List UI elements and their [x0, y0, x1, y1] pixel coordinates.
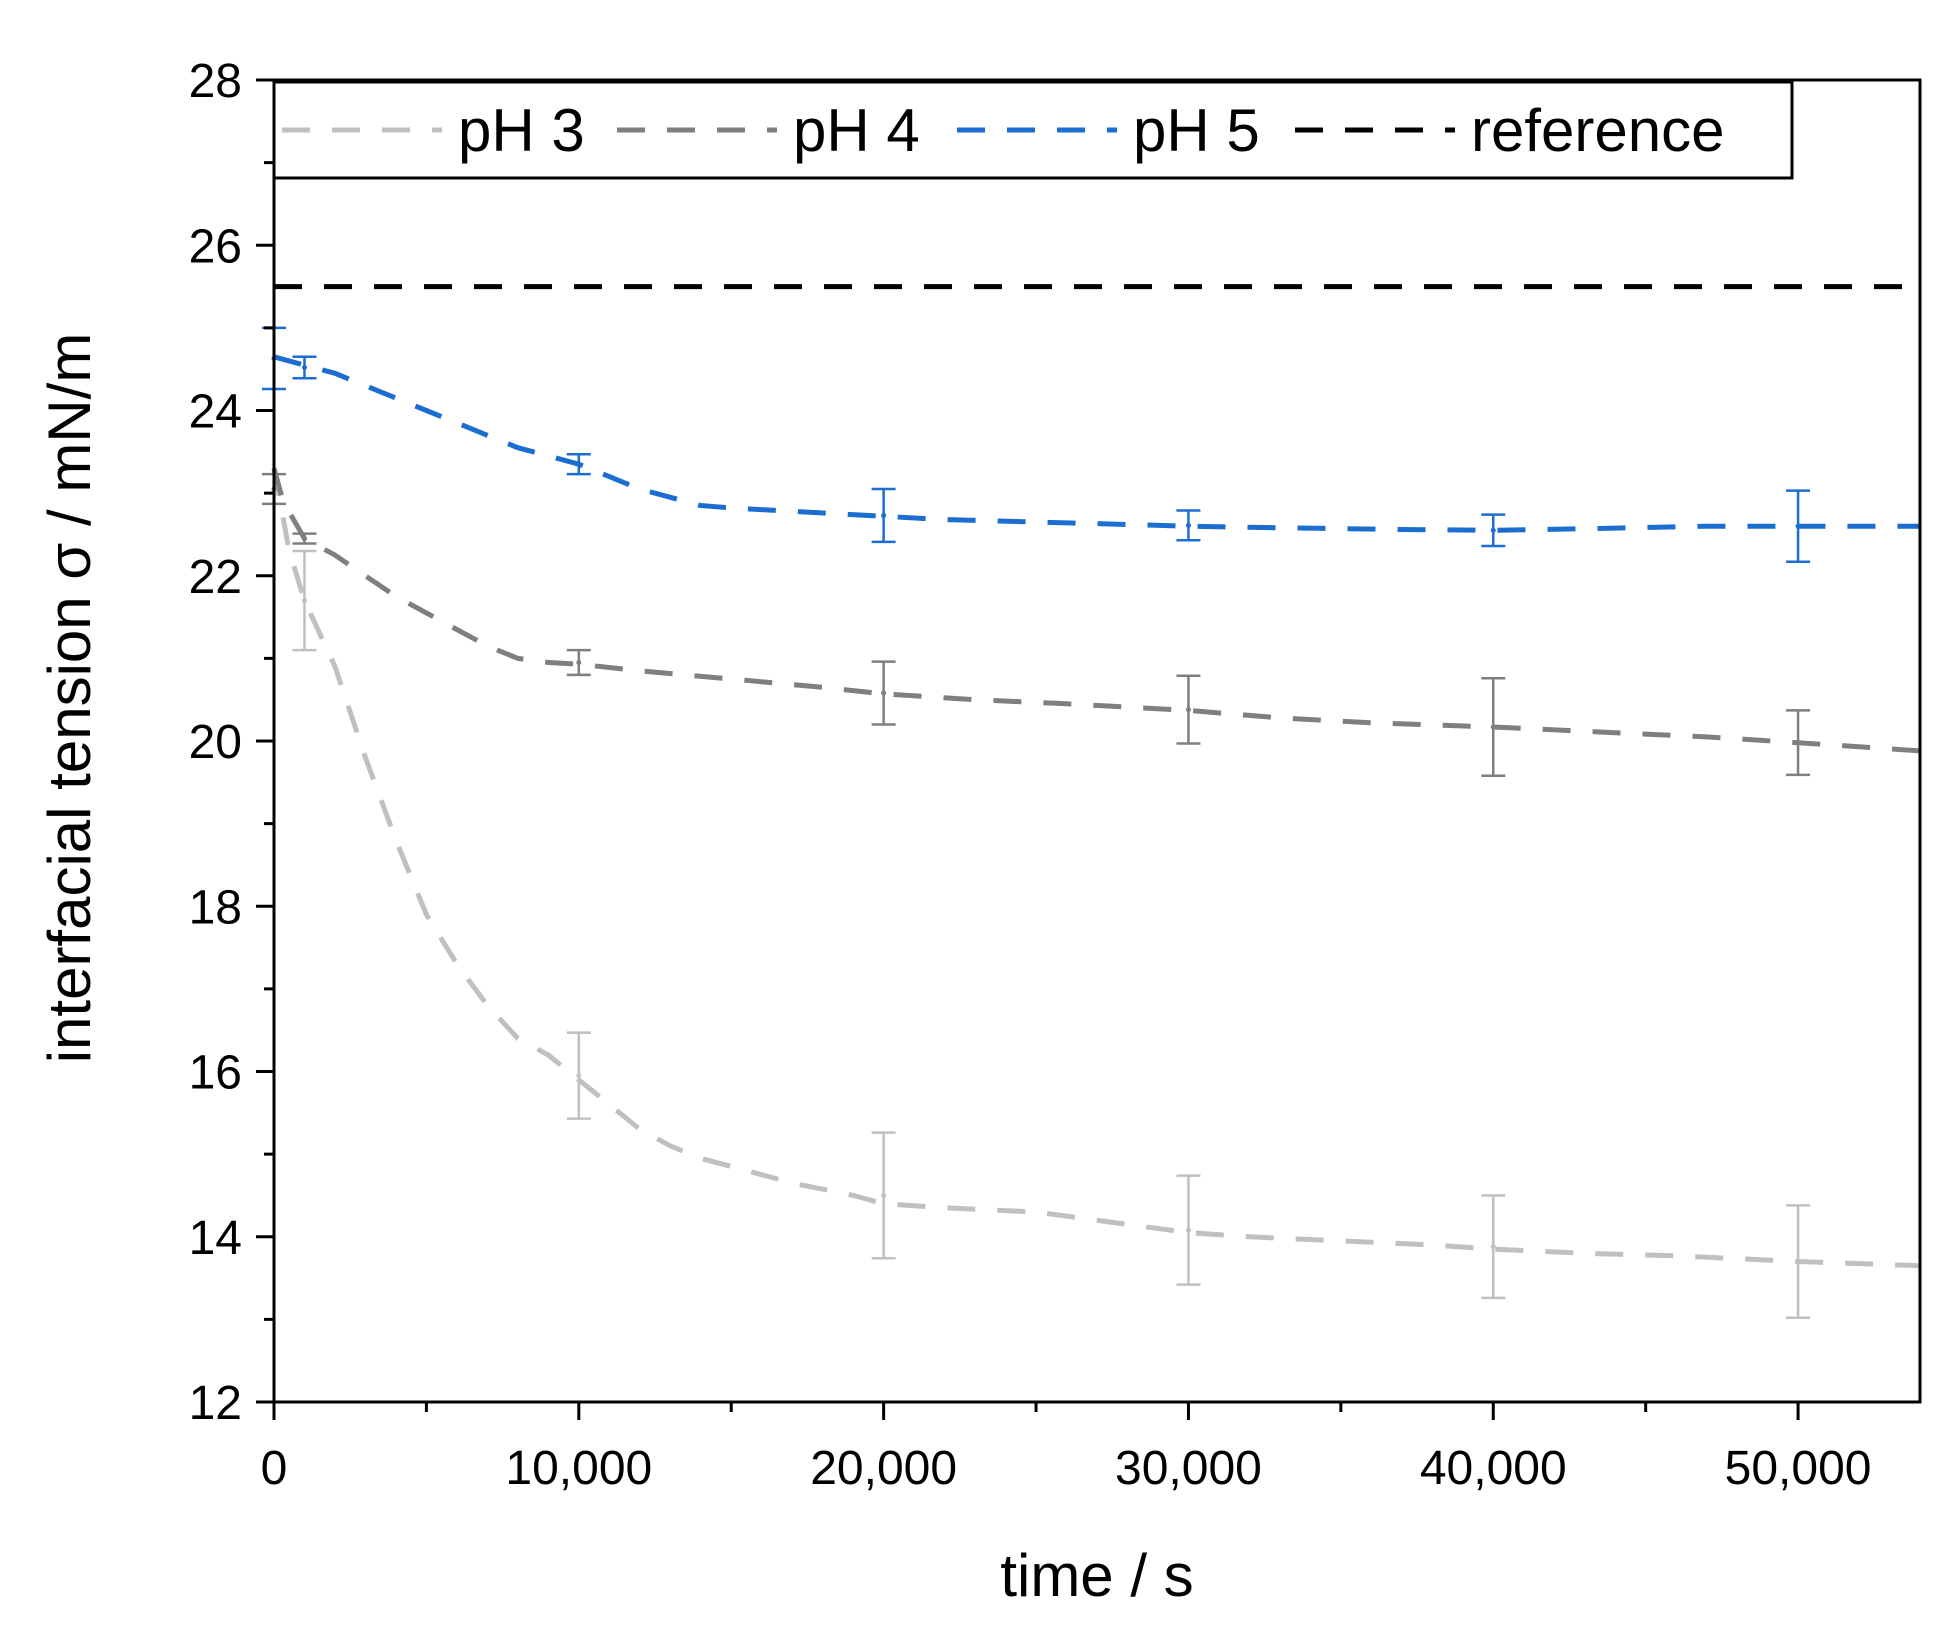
- plot-area: [274, 80, 1920, 1402]
- series-ph-5: [262, 326, 1920, 563]
- x-tick-label: 30,000: [1115, 1442, 1262, 1495]
- series-layer: [262, 284, 1921, 1319]
- error-bar: [1481, 513, 1506, 548]
- y-tick-label: 14: [189, 1212, 242, 1265]
- x-tick-label: 50,000: [1725, 1442, 1872, 1495]
- y-tick-label: 20: [189, 716, 242, 769]
- data-point: [1185, 707, 1191, 713]
- plot-background: [274, 80, 1920, 1402]
- data-point: [576, 1073, 582, 1079]
- legend: pH 3 pH 4 pH 5 reference: [272, 80, 1794, 180]
- data-point: [1795, 1259, 1801, 1265]
- data-point: [1490, 527, 1496, 533]
- legend-label: reference: [1471, 97, 1724, 164]
- series-line: [273, 354, 1920, 533]
- y-tick-label: 16: [189, 1047, 242, 1100]
- error-bar: [292, 532, 317, 545]
- error-bar: [292, 355, 317, 380]
- error-bar: [1786, 709, 1811, 777]
- y-tick-label: 24: [189, 386, 242, 439]
- error-bar: [1481, 1194, 1506, 1300]
- error-bar: [871, 1131, 896, 1260]
- y-tick-label: 18: [189, 881, 242, 934]
- data-point: [881, 512, 887, 518]
- error-bar: [871, 487, 896, 544]
- data-point: [576, 461, 582, 467]
- series-line: [271, 467, 1921, 1269]
- legend-label: pH 3: [458, 97, 585, 164]
- data-point: [301, 536, 307, 542]
- legend-entry-ph-3: pH 3: [282, 97, 585, 164]
- x-tick-label: 40,000: [1420, 1442, 1567, 1495]
- error-bar: [1176, 674, 1201, 745]
- x-axis-title: time / s: [1000, 1542, 1193, 1609]
- legend-entry-ph-5: pH 5: [957, 97, 1260, 164]
- error-bar: [1176, 509, 1201, 542]
- error-bar: [566, 453, 591, 476]
- data-point: [301, 365, 307, 371]
- legend-entry-reference: reference: [1295, 97, 1724, 164]
- x-tick-label: 10,000: [505, 1442, 652, 1495]
- series-ph-3: [271, 467, 1921, 1319]
- error-bar: [1481, 676, 1506, 777]
- data-point: [576, 660, 582, 666]
- y-tick-label: 12: [189, 1377, 242, 1430]
- axes: 0 10,000 20,000 30,000 40,000 50,000 12 14 16 18 2…: [189, 55, 1922, 1495]
- data-point: [1185, 1227, 1191, 1233]
- legend-entry-ph-4: pH 4: [617, 97, 920, 164]
- data-point: [1795, 523, 1801, 529]
- data-point: [301, 598, 307, 604]
- legend-label: pH 4: [793, 97, 920, 164]
- x-tick-label: 20,000: [810, 1442, 957, 1495]
- y-tick-label: 26: [189, 220, 242, 273]
- error-bar: [1786, 489, 1811, 563]
- series-line: [271, 467, 1921, 754]
- x-tick-label: 0: [261, 1442, 288, 1495]
- data-point: [1490, 1244, 1496, 1250]
- y-tick-label: 22: [189, 551, 242, 604]
- y-axis-title: interfacial tension σ / mN/m: [36, 333, 103, 1064]
- data-point: [1490, 724, 1496, 730]
- error-bar: [566, 648, 591, 677]
- error-bar: [871, 660, 896, 726]
- error-bar: [566, 1031, 591, 1120]
- legend-label: pH 5: [1133, 97, 1260, 164]
- error-bar: [292, 549, 317, 652]
- data-point: [881, 1192, 887, 1198]
- error-bar: [1176, 1174, 1201, 1286]
- error-bar: [1786, 1204, 1811, 1319]
- data-point: [1795, 740, 1801, 746]
- data-point: [881, 690, 887, 696]
- y-tick-label: 28: [189, 55, 242, 108]
- data-point: [1185, 522, 1191, 528]
